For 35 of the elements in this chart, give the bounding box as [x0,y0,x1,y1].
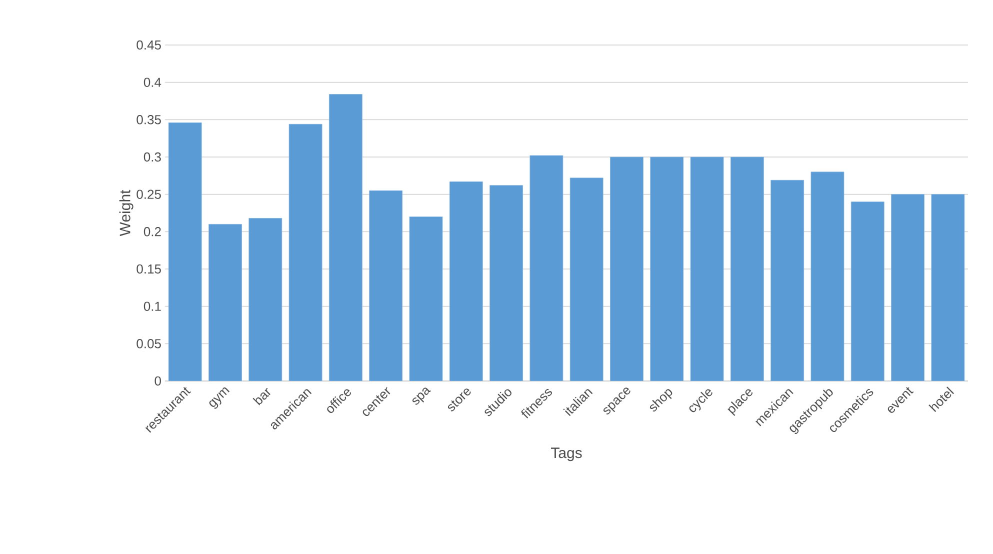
y-tick-label: 0.25 [136,190,161,199]
x-tick-label: spa [412,388,431,405]
bar [770,180,804,381]
bar [490,185,523,381]
bar [650,156,684,381]
bar [328,94,362,381]
bar [931,194,965,381]
bar [690,156,724,381]
y-tick-label: 0.1 [144,302,161,311]
y-tick-label: 0 [154,376,161,386]
bar [369,190,403,381]
bar [530,155,564,381]
bar [409,216,443,381]
bar [810,172,844,381]
bar [850,202,884,381]
x-tick-label: gym [209,387,230,409]
y-tick-label: 0.45 [136,40,161,50]
y-tick-label: 0.3 [144,152,161,162]
bar [730,156,764,381]
bar [570,178,604,381]
y-tick-label: 0.15 [136,264,161,274]
y-tick-label: 0.4 [144,78,162,87]
bar [288,124,322,381]
y-tick-label: 0.35 [136,115,161,124]
y-tick-label: 0.05 [136,339,161,348]
bar [168,122,202,381]
y-tick-label: 0.2 [144,227,161,236]
x-axis-title: Tags [550,448,582,462]
bar [449,181,483,381]
bar [610,156,644,381]
y-axis-title: Weight [119,190,134,236]
bar [248,218,282,381]
bar [891,194,924,381]
x-tick-label: bar [252,388,270,406]
bar [208,224,242,381]
